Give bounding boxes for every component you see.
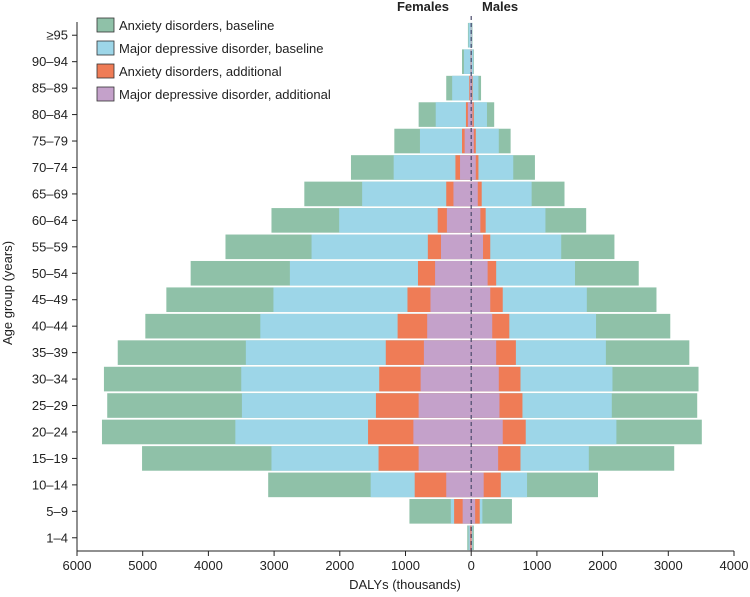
legend-label-major-depressive-disorder-additional: Major depressive disorder, additional	[119, 87, 331, 102]
y-axis-title: Age group (years)	[0, 241, 15, 345]
bar-male-major-depressive-disorder-baseline-3	[471, 102, 487, 127]
y-tick-label-11: 40–44	[32, 319, 68, 334]
bar-female-major-depressive-disorder-additional-14	[418, 393, 472, 418]
y-tick-label-5: 70–74	[32, 160, 68, 175]
bar-male-major-depressive-disorder-additional-7	[471, 208, 481, 233]
x-tick-label-8: 2000	[588, 558, 617, 573]
bar-male-major-depressive-disorder-baseline-1	[471, 49, 474, 74]
bar-female-major-depressive-disorder-additional-6	[453, 181, 472, 207]
y-tick-label-8: 55–59	[32, 239, 68, 254]
x-tick-label-3: 3000	[260, 558, 289, 573]
bar-male-major-depressive-disorder-additional-13	[471, 366, 499, 392]
x-tick-label-7: 1000	[522, 558, 551, 573]
y-tick-label-6: 65–69	[32, 186, 68, 201]
bar-male-major-depressive-disorder-additional-4	[471, 128, 474, 154]
bar-female-major-depressive-disorder-additional-9	[435, 260, 472, 286]
bar-male-major-depressive-disorder-baseline-0	[471, 22, 473, 48]
legend-swatch-major-depressive-disorder-baseline	[96, 40, 115, 56]
y-tick-label-7: 60–64	[32, 213, 68, 228]
bars-layer	[101, 22, 702, 551]
bar-female-major-depressive-disorder-additional-16	[418, 446, 472, 471]
x-tick-label-6: 0	[468, 558, 475, 573]
bar-female-major-depressive-disorder-additional-12	[423, 340, 472, 365]
legend-swatch-anxiety-disorders-baseline	[96, 17, 115, 33]
bar-male-major-depressive-disorder-additional-18	[471, 499, 476, 524]
x-tick-label-0: 6000	[63, 558, 92, 573]
bar-male-major-depressive-disorder-additional-15	[471, 419, 503, 445]
bar-female-major-depressive-disorder-additional-18	[462, 499, 472, 524]
legend-swatch-anxiety-disorders-additional	[96, 63, 115, 79]
side-label-females: Females	[397, 0, 449, 14]
bar-male-major-depressive-disorder-additional-10	[471, 287, 491, 313]
y-tick-label-15: 20–24	[32, 424, 68, 439]
bar-female-major-depressive-disorder-baseline-1	[463, 49, 472, 74]
y-tick-label-0: ≥95	[46, 28, 68, 43]
y-tick-label-2: 85–89	[32, 81, 68, 96]
bar-male-major-depressive-disorder-additional-14	[471, 393, 500, 418]
bar-female-major-depressive-disorder-additional-2	[469, 75, 472, 101]
bar-male-major-depressive-disorder-additional-8	[471, 234, 484, 260]
y-tick-label-18: 5–9	[46, 504, 68, 519]
bar-male-major-depressive-disorder-additional-17	[471, 472, 484, 498]
x-tick-label-2: 4000	[194, 558, 223, 573]
x-tick-label-4: 2000	[325, 558, 354, 573]
bar-female-major-depressive-disorder-additional-8	[440, 234, 472, 260]
y-tick-label-16: 15–19	[32, 451, 68, 466]
y-tick-label-3: 80–84	[32, 107, 68, 122]
legend: Anxiety disorders, baseline Major depress…	[96, 17, 331, 102]
bar-male-major-depressive-disorder-additional-9	[471, 260, 488, 286]
bar-female-major-depressive-disorder-additional-4	[464, 128, 472, 154]
bar-female-major-depressive-disorder-additional-3	[467, 102, 472, 127]
legend-label-anxiety-disorders-baseline: Anxiety disorders, baseline	[119, 18, 274, 33]
bar-male-major-depressive-disorder-baseline-2	[471, 75, 479, 101]
bar-male-major-depressive-disorder-additional-16	[471, 446, 499, 471]
x-tick-label-1: 5000	[128, 558, 157, 573]
bar-male-major-depressive-disorder-additional-3	[471, 102, 473, 127]
bar-female-major-depressive-disorder-baseline-3	[435, 102, 472, 127]
bar-female-major-depressive-disorder-additional-17	[446, 472, 472, 498]
bar-female-major-depressive-disorder-baseline-0	[468, 22, 472, 48]
legend-label-major-depressive-disorder-baseline: Major depressive disorder, baseline	[119, 41, 324, 56]
bar-male-major-depressive-disorder-additional-6	[471, 181, 478, 207]
x-tick-label-10: 4000	[720, 558, 749, 573]
legend-label-anxiety-disorders-additional: Anxiety disorders, additional	[119, 64, 282, 79]
bar-female-major-depressive-disorder-additional-13	[420, 366, 472, 392]
bar-female-major-depressive-disorder-additional-10	[430, 287, 472, 313]
bar-male-major-depressive-disorder-additional-12	[471, 340, 497, 365]
bar-female-major-depressive-disorder-additional-7	[446, 208, 472, 233]
y-tick-label-17: 10–14	[32, 477, 68, 492]
bar-female-major-depressive-disorder-additional-5	[460, 155, 472, 180]
bar-female-major-depressive-disorder-additional-11	[427, 313, 472, 339]
bar-female-major-depressive-disorder-additional-15	[413, 419, 472, 445]
bar-male-major-depressive-disorder-additional-11	[471, 313, 493, 339]
bar-female-anxiety-disorders-additional-19	[469, 525, 472, 551]
legend-swatch-major-depressive-disorder-additional	[96, 86, 115, 102]
bar-male-anxiety-disorders-additional-18	[471, 499, 480, 524]
y-tick-label-1: 90–94	[32, 54, 68, 69]
axes-layer: ≥95 90–94 85–89 80–84 75–79 70–74 65–69 60–64 55…	[32, 16, 749, 573]
y-tick-label-14: 25–29	[32, 398, 68, 413]
y-tick-label-12: 35–39	[32, 345, 68, 360]
y-tick-label-4: 75–79	[32, 134, 68, 149]
bar-female-major-depressive-disorder-baseline-2	[452, 75, 472, 101]
y-tick-label-10: 45–49	[32, 292, 68, 307]
x-axis-title: DALYs (thousands)	[349, 577, 461, 592]
y-tick-label-13: 30–34	[32, 372, 68, 387]
bar-male-major-depressive-disorder-additional-5	[471, 155, 476, 180]
side-label-males: Males	[482, 0, 518, 14]
y-tick-label-9: 50–54	[32, 266, 68, 281]
x-tick-label-5: 1000	[391, 558, 420, 573]
y-tick-label-19: 1–4	[46, 530, 68, 545]
x-tick-label-9: 3000	[654, 558, 683, 573]
